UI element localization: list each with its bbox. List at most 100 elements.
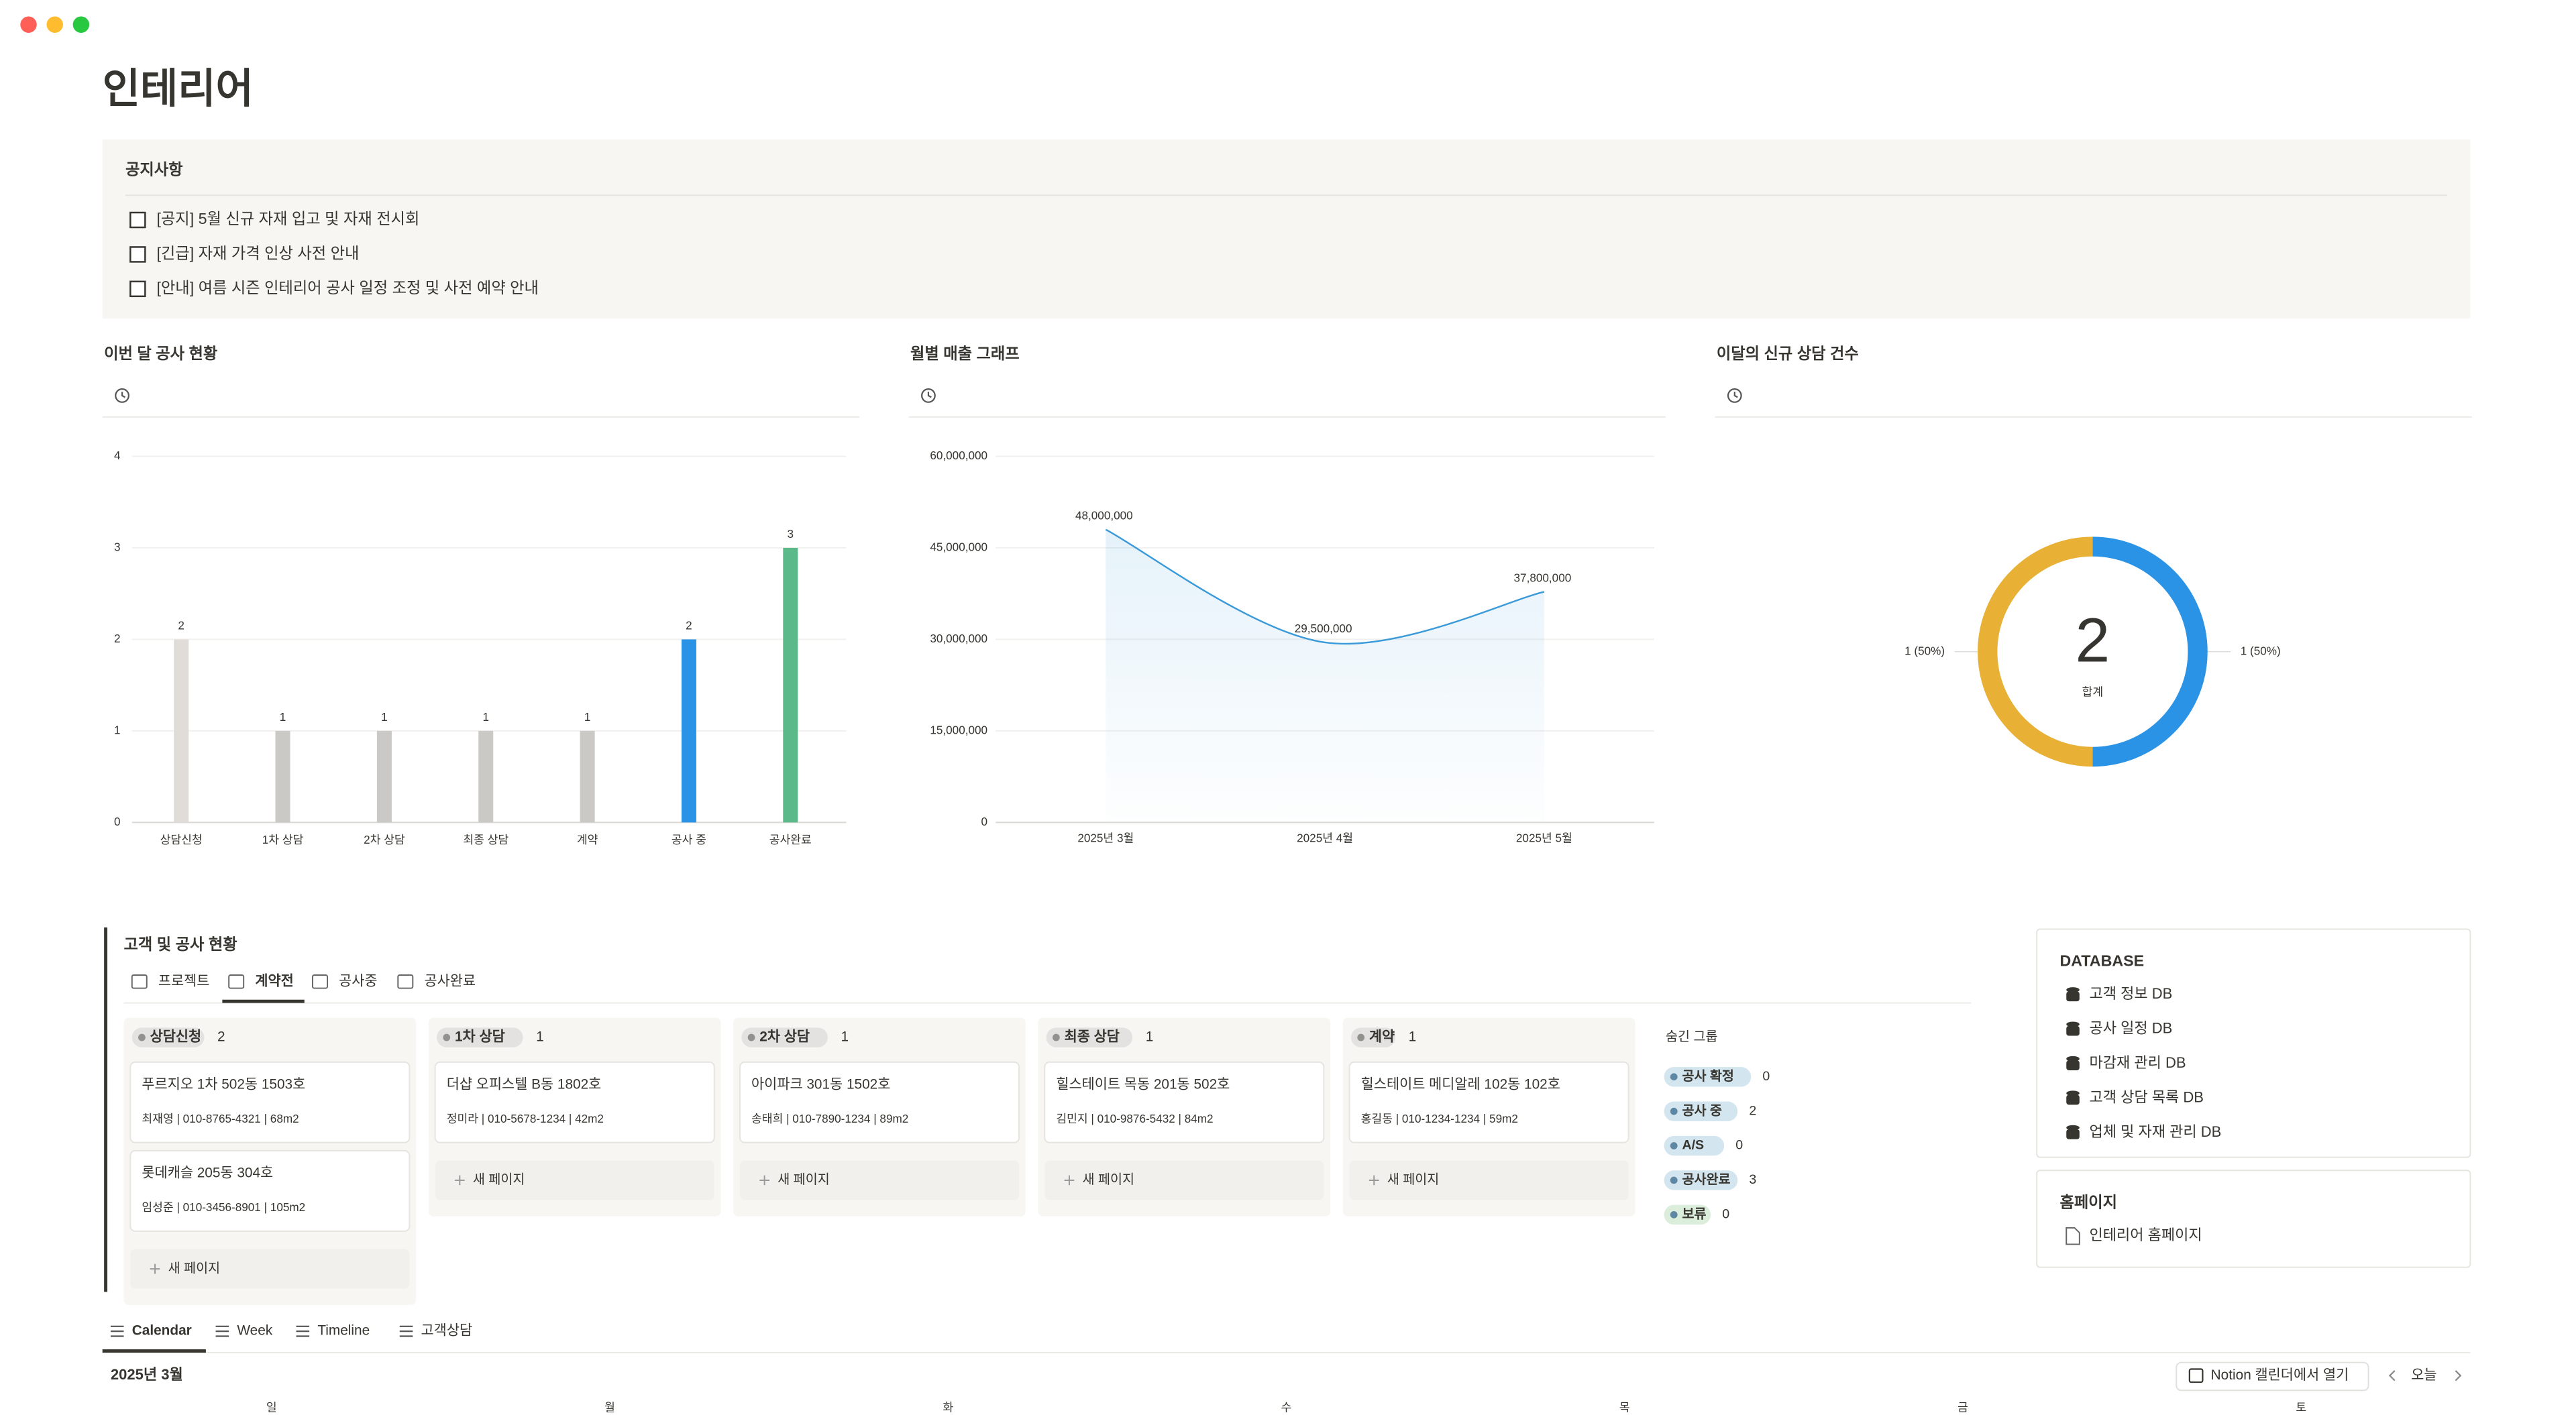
x-tick-label: 공사 중 bbox=[672, 833, 706, 846]
database-icon bbox=[2066, 1090, 2080, 1096]
database-icon bbox=[2066, 991, 2080, 1002]
new-page-button[interactable] bbox=[435, 1160, 714, 1200]
card[interactable] bbox=[739, 1061, 1020, 1143]
database-icon bbox=[2066, 1125, 2080, 1131]
notice-item: [긴급] 자재 가격 인상 사전 안내 bbox=[156, 245, 359, 262]
new-page-label: 새 페이지 bbox=[1387, 1172, 1440, 1187]
clock-icon bbox=[115, 388, 129, 403]
database-link[interactable]: 고객 정보 DB bbox=[2090, 985, 2173, 1002]
data-label: 1 bbox=[381, 710, 388, 724]
callout-bar bbox=[104, 927, 108, 1292]
tag-dot bbox=[138, 1033, 146, 1041]
group-count: 2 bbox=[217, 1029, 225, 1045]
y-tick-label: 15,000,000 bbox=[930, 723, 987, 736]
calendar-tab[interactable]: 고객상담 bbox=[421, 1323, 473, 1339]
bar bbox=[275, 730, 290, 823]
card[interactable] bbox=[1044, 1061, 1325, 1143]
calendar-tab[interactable]: Timeline bbox=[317, 1323, 370, 1339]
calendar-tab[interactable]: Calendar bbox=[132, 1323, 192, 1339]
plus-icon bbox=[1064, 1175, 1075, 1186]
database-link[interactable]: 공사 일정 DB bbox=[2090, 1020, 2173, 1037]
data-label: 1 bbox=[482, 710, 489, 724]
area bbox=[1106, 529, 1544, 823]
tag-dot bbox=[1670, 1210, 1678, 1219]
hidden-group-count: 0 bbox=[1722, 1207, 1729, 1222]
card-details: 최재영 | 010-8765-4321 | 68m2 bbox=[142, 1112, 299, 1125]
homepage-box bbox=[2036, 1170, 2471, 1268]
group-tag[interactable] bbox=[1664, 1170, 1738, 1190]
new-page-button[interactable] bbox=[1044, 1160, 1324, 1200]
database-link[interactable]: 업체 및 자재 관리 DB bbox=[2090, 1123, 2222, 1140]
today-button[interactable]: 오늘 bbox=[2411, 1367, 2436, 1383]
x-tick-label: 2025년 4월 bbox=[1297, 831, 1353, 844]
board-tab[interactable]: 공사중 bbox=[339, 973, 377, 988]
tab-icon bbox=[110, 1325, 124, 1337]
tab-icon bbox=[215, 1325, 229, 1337]
plus-icon bbox=[454, 1175, 465, 1186]
group-tag bbox=[1046, 1027, 1133, 1048]
tab-icon bbox=[228, 974, 245, 989]
donut-segment bbox=[2092, 536, 2208, 767]
card[interactable] bbox=[129, 1061, 411, 1143]
y-tick-label: 0 bbox=[981, 815, 988, 828]
checkbox[interactable] bbox=[129, 280, 146, 298]
board-tab[interactable]: 계약전 bbox=[255, 973, 293, 988]
weekday-label: 월 bbox=[604, 1401, 615, 1414]
database-heading: DATABASE bbox=[2059, 952, 2144, 970]
new-page-button[interactable] bbox=[739, 1160, 1020, 1200]
next-arrow[interactable] bbox=[2455, 1370, 2462, 1381]
minimize-button[interactable] bbox=[46, 16, 63, 33]
prev-arrow[interactable] bbox=[2388, 1370, 2396, 1381]
group-count: 1 bbox=[536, 1029, 544, 1045]
y-tick-label: 3 bbox=[114, 540, 121, 553]
new-page-button[interactable] bbox=[1349, 1160, 1629, 1200]
clock-icon bbox=[1727, 388, 1742, 403]
calendar-tab[interactable]: Week bbox=[237, 1323, 272, 1339]
tab-icon bbox=[312, 974, 329, 989]
database-link[interactable]: 마감재 관리 DB bbox=[2090, 1054, 2186, 1071]
tag-dot bbox=[1670, 1107, 1678, 1115]
homepage-link[interactable]: 인테리어 홈페이지 bbox=[2090, 1227, 2202, 1243]
y-tick-label: 2 bbox=[114, 632, 121, 645]
database-box bbox=[2036, 928, 2471, 1158]
new-page-label: 새 페이지 bbox=[777, 1172, 830, 1187]
weekday-label: 화 bbox=[943, 1401, 953, 1414]
board-tab[interactable]: 프로젝트 bbox=[158, 973, 210, 988]
donut-total-label: 합계 bbox=[2082, 685, 2104, 699]
card[interactable] bbox=[129, 1149, 411, 1232]
group-tag[interactable] bbox=[1664, 1204, 1711, 1225]
open-calendar-button[interactable] bbox=[2176, 1361, 2369, 1392]
group-tag[interactable] bbox=[1664, 1067, 1752, 1087]
database-icon bbox=[2066, 1060, 2080, 1070]
checkbox[interactable] bbox=[129, 211, 146, 229]
board-tab[interactable]: 공사완료 bbox=[424, 973, 476, 988]
card[interactable] bbox=[434, 1061, 715, 1143]
new-page-button[interactable] bbox=[130, 1249, 410, 1289]
group-tag[interactable] bbox=[1664, 1101, 1738, 1121]
zoom-button[interactable] bbox=[72, 16, 90, 33]
group-tag[interactable] bbox=[1664, 1135, 1725, 1156]
group-count: 1 bbox=[1146, 1029, 1154, 1045]
y-tick-label: 60,000,000 bbox=[930, 449, 987, 462]
group-name: 2차 상담 bbox=[759, 1029, 810, 1045]
hidden-group-name: 공사완료 bbox=[1682, 1172, 1730, 1187]
hidden-group-name: 공사 확정 bbox=[1682, 1068, 1734, 1084]
checkbox[interactable] bbox=[129, 246, 146, 263]
card[interactable] bbox=[1348, 1061, 1629, 1143]
card-title: 푸르지오 1차 502동 1503호 bbox=[142, 1076, 305, 1092]
database-icon bbox=[2066, 1021, 2080, 1027]
weekday-label: 수 bbox=[1281, 1401, 1292, 1414]
card-title: 롯데캐슬 205동 304호 bbox=[142, 1166, 273, 1181]
x-tick-label: 2025년 5월 bbox=[1516, 831, 1572, 844]
page-icon bbox=[2065, 1227, 2080, 1245]
close-button[interactable] bbox=[20, 16, 37, 33]
card-title: 더샵 오피스텔 B동 1802호 bbox=[447, 1076, 602, 1092]
new-page-label: 새 페이지 bbox=[1083, 1172, 1135, 1187]
plus-icon bbox=[150, 1263, 160, 1274]
line bbox=[1105, 528, 1545, 645]
chart-title: 이번 달 공사 현황 bbox=[104, 345, 217, 362]
database-icon bbox=[2066, 1025, 2080, 1036]
database-link[interactable]: 고객 상담 목록 DB bbox=[2090, 1088, 2204, 1105]
donut-segment bbox=[1978, 536, 2093, 767]
notice-item: [안내] 여름 시즌 인테리어 공사 일정 조정 및 사전 예약 안내 bbox=[156, 279, 539, 296]
